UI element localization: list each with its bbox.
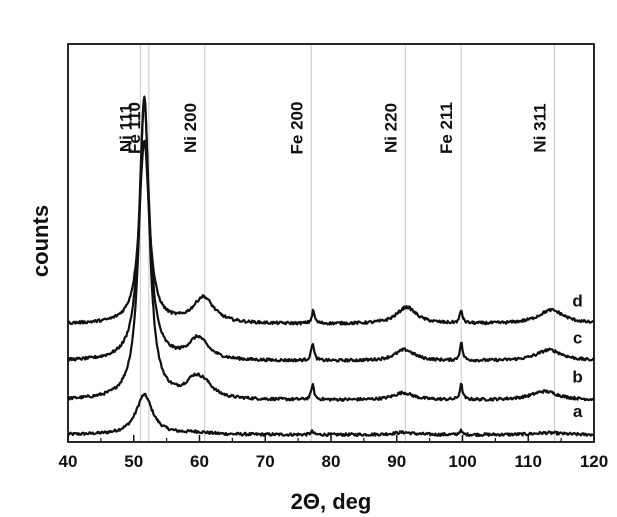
series-line-b bbox=[67, 95, 595, 402]
x-axis-ticks: 40 50 60 70 80 90 100 110 120 bbox=[59, 435, 608, 471]
x-tick-label: 120 bbox=[580, 452, 608, 471]
reference-label: Fe 211 bbox=[437, 102, 456, 154]
series-line-d bbox=[67, 139, 595, 326]
reference-label: Ni 311 bbox=[531, 103, 550, 152]
x-tick-label: 70 bbox=[256, 452, 275, 471]
x-tick-label: 80 bbox=[322, 452, 341, 471]
series-label-d: d bbox=[572, 291, 582, 310]
x-axis-title: 2Θ, deg bbox=[291, 489, 372, 514]
diffraction-curves bbox=[66, 95, 596, 438]
x-tick-label: 60 bbox=[190, 452, 209, 471]
plot-frame bbox=[67, 43, 595, 443]
reference-label: Fe 110 bbox=[125, 102, 144, 154]
reference-label: Ni 200 bbox=[181, 103, 200, 153]
x-tick-label: 100 bbox=[448, 452, 476, 471]
x-tick-label: 90 bbox=[387, 452, 406, 471]
y-axis-title: counts bbox=[28, 205, 53, 277]
reference-label: Ni 111 bbox=[116, 104, 135, 152]
x-tick-label: 50 bbox=[124, 452, 143, 471]
reference-lines bbox=[139, 44, 556, 442]
x-tick-label: 110 bbox=[515, 452, 542, 471]
series-line-c bbox=[66, 100, 596, 363]
reference-label: Fe 200 bbox=[287, 102, 306, 155]
series-label-b: b bbox=[572, 367, 582, 386]
series-label-c: c bbox=[573, 328, 582, 347]
curve-labels: ab cd bbox=[572, 291, 582, 421]
series-line-a bbox=[67, 392, 595, 438]
reference-label: Ni 220 bbox=[381, 103, 400, 153]
series-label-a: a bbox=[573, 402, 583, 421]
x-tick-label: 40 bbox=[59, 452, 78, 471]
